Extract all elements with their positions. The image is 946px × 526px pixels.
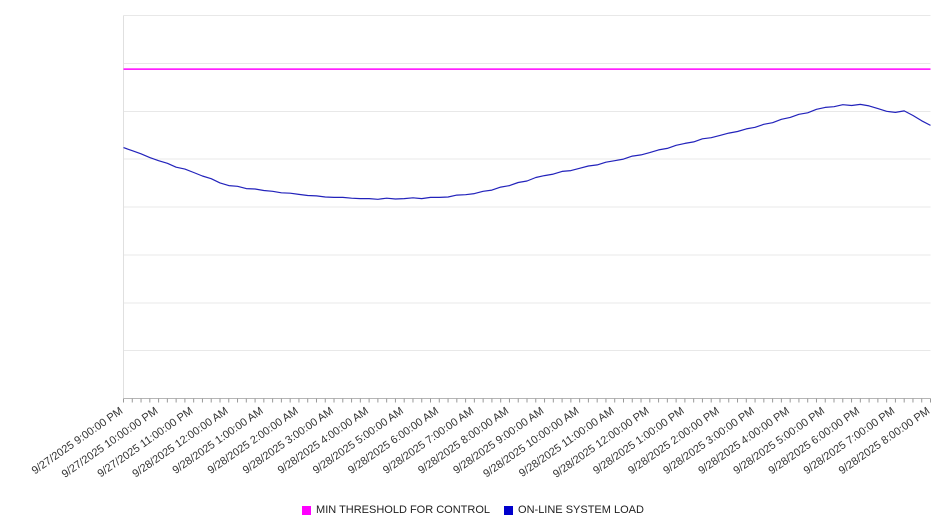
- legend-item-system-load: ON-LINE SYSTEM LOAD: [504, 504, 644, 516]
- legend-label-system-load: ON-LINE SYSTEM LOAD: [518, 504, 644, 516]
- legend-item-min-threshold: MIN THRESHOLD FOR CONTROL: [302, 504, 490, 516]
- system-load-line: [123, 103, 931, 200]
- legend: MIN THRESHOLD FOR CONTROL ON-LINE SYSTEM…: [0, 504, 946, 516]
- legend-swatch-min-threshold-icon: [302, 505, 312, 515]
- legend-label-min-threshold: MIN THRESHOLD FOR CONTROL: [316, 504, 491, 516]
- legend-swatch-system-load-icon: [504, 505, 514, 515]
